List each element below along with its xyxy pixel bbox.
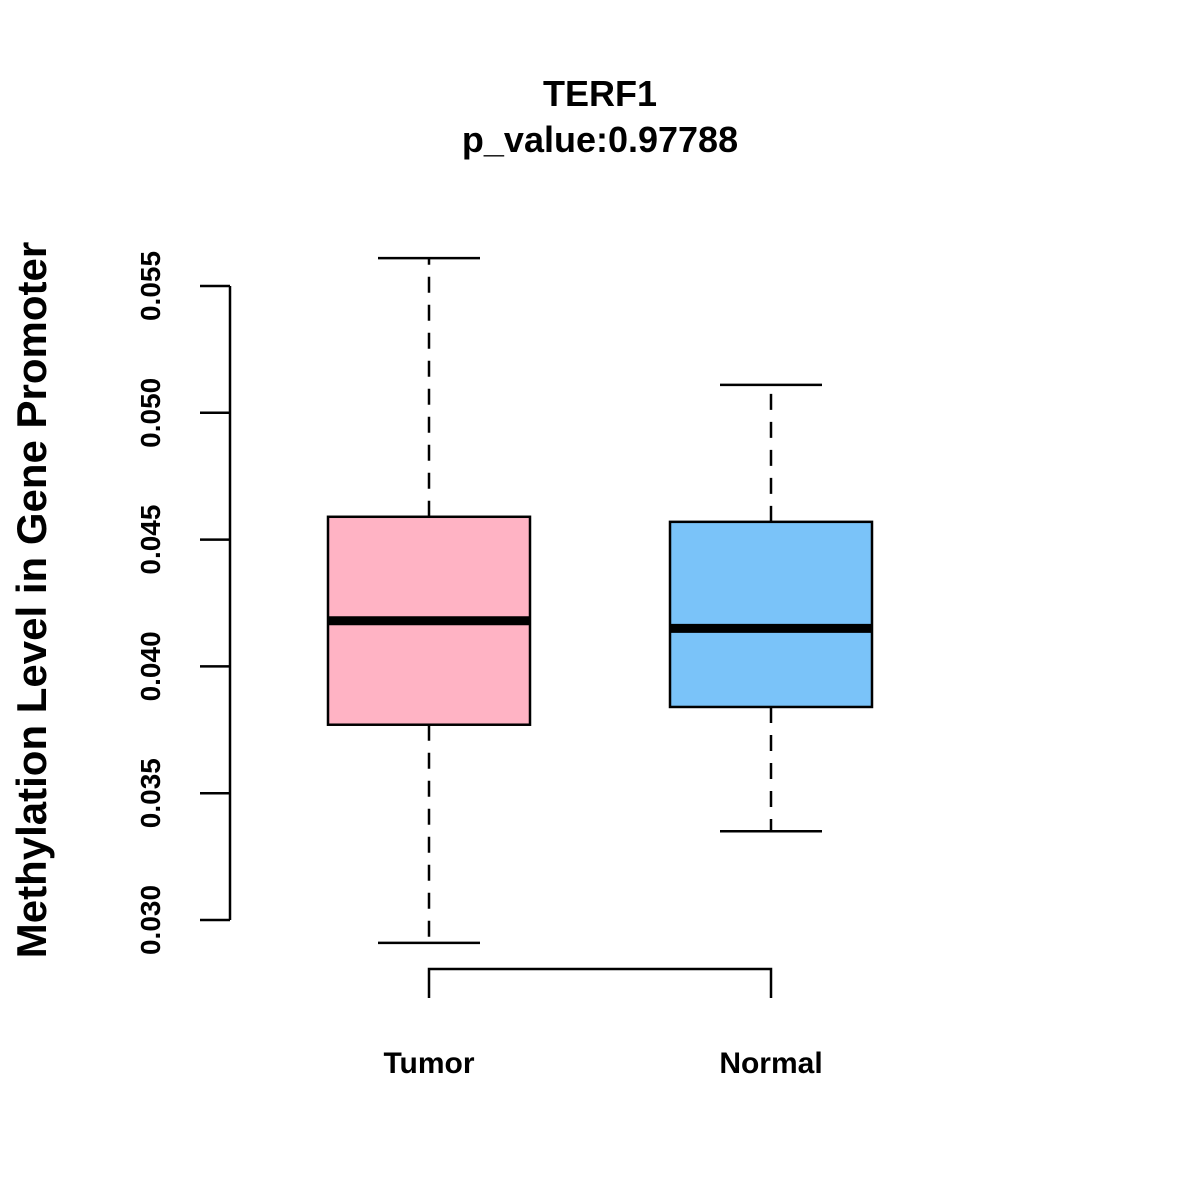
y-axis-label: Methylation Level in Gene Promoter <box>8 242 55 958</box>
chart-subtitle: p_value:0.97788 <box>462 119 738 160</box>
box-normal <box>668 383 874 833</box>
x-tick-label: Tumor <box>383 1047 474 1080</box>
y-tick-label: 0.055 <box>135 251 166 321</box>
box-tumor <box>326 256 532 945</box>
y-tick-label: 0.045 <box>135 505 166 575</box>
y-axis: 0.030 0.035 0.040 0.045 0.050 0.055 <box>135 251 232 955</box>
x-axis: Tumor Normal <box>383 967 823 1080</box>
x-tick-label: Normal <box>719 1047 822 1080</box>
box-iqr <box>668 520 874 709</box>
boxes <box>326 256 874 945</box>
x-axis-line <box>427 967 773 998</box>
y-tick-label: 0.030 <box>135 885 166 955</box>
y-tick-label: 0.050 <box>135 378 166 448</box>
chart-title: TERF1 <box>543 73 657 114</box>
y-tick-label: 0.040 <box>135 631 166 701</box>
y-tick-label: 0.035 <box>135 758 166 828</box>
